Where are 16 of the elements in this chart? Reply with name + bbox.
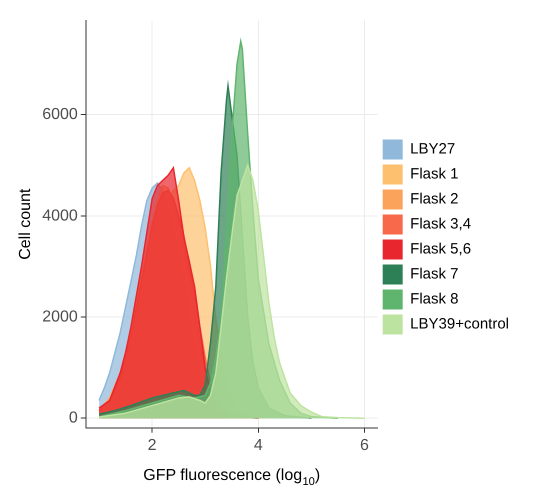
legend-label: LBY39+control (410, 316, 510, 333)
x-tick-label: 6 (360, 436, 369, 454)
legend-label: Flask 7 (410, 266, 459, 283)
legend-label: LBY27 (410, 140, 456, 158)
legend-label: Flask 8 (410, 290, 459, 308)
legend-label: Flask 5,6 (410, 240, 472, 258)
legend-label: Flask 1 (410, 166, 459, 183)
legend-label: Flask 3,4 (410, 216, 472, 233)
legend-label: Flask 2 (410, 190, 459, 208)
y-tick-label: 2000 (42, 308, 78, 326)
x-tick-label: 4 (254, 436, 263, 454)
y-tick-label: 0 (68, 410, 78, 427)
y-tick-label: 4000 (42, 207, 78, 224)
y-tick-label: 6000 (42, 106, 78, 124)
y-axis-title: Cell count (17, 188, 34, 260)
x-tick-label: 2 (148, 436, 157, 454)
